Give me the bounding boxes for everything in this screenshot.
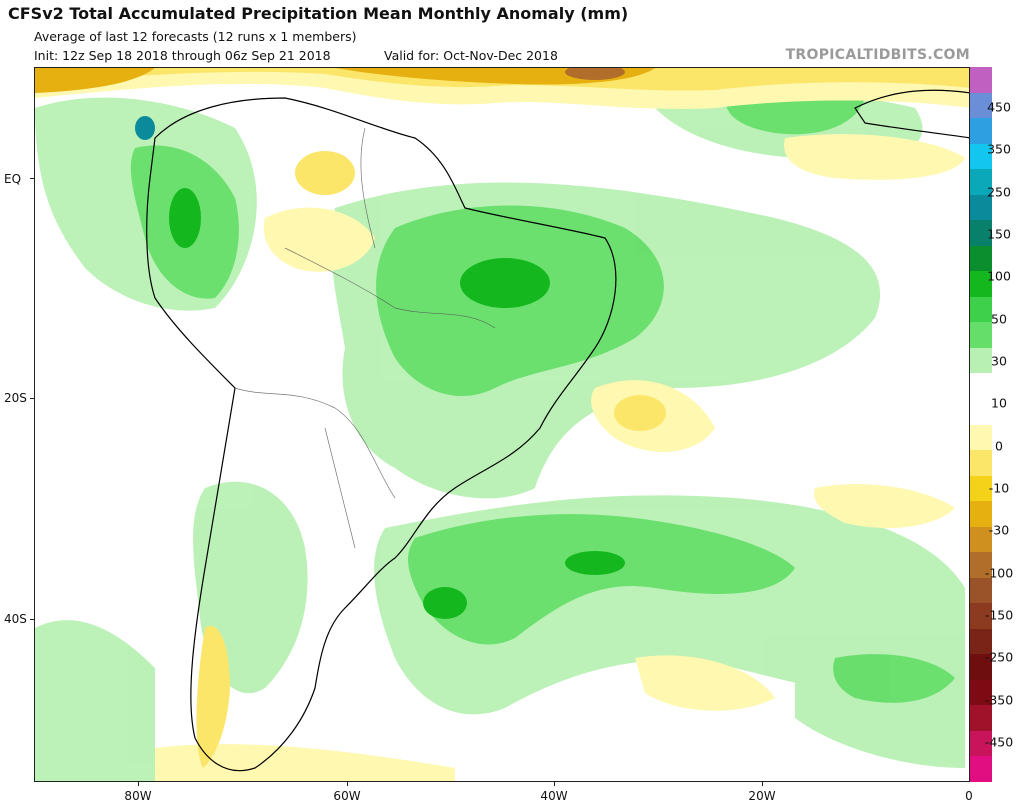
colorbar-label: 100	[987, 268, 1011, 284]
colorbar-label: 250	[987, 184, 1011, 200]
lon-label-20w: 20W	[748, 789, 776, 803]
lat-label-40s: 40S	[4, 612, 27, 626]
colorbar-label: 350	[987, 141, 1011, 157]
lon-label-40w: 40W	[540, 789, 568, 803]
lat-tick	[30, 619, 34, 620]
colorbar-swatch	[970, 628, 992, 655]
brand-watermark: TROPICALTIDBITS.COM	[785, 47, 970, 63]
colorbar-swatch	[970, 194, 992, 221]
colorbar-swatch	[970, 552, 992, 579]
colorbar-swatch	[970, 603, 992, 630]
lon-tick	[554, 782, 555, 786]
lon-label-60w: 60W	[333, 789, 361, 803]
wet-anomaly-strong	[169, 188, 625, 619]
colorbar-swatch	[970, 347, 992, 374]
lon-tick	[762, 782, 763, 786]
lat-label-20s: 20S	[4, 391, 27, 405]
colorbar-swatch	[970, 322, 992, 349]
colorbar-swatch	[970, 92, 992, 119]
valid-period-text: Valid for: Oct-Nov-Dec 2018	[384, 48, 558, 63]
colorbar-swatch	[970, 424, 992, 451]
lat-tick	[30, 398, 34, 399]
country-borders	[234, 127, 496, 549]
colorbar-swatch	[970, 118, 992, 145]
colorbar-label: -150	[984, 607, 1014, 623]
colorbar-swatch	[970, 501, 992, 528]
colorbar-swatch	[970, 730, 992, 757]
precipitation-anomaly-map	[34, 67, 970, 782]
colorbar-swatch	[970, 245, 992, 272]
colorbar-swatch	[970, 143, 992, 170]
colorbar-label: 450	[987, 99, 1011, 115]
colorbar-swatch	[970, 654, 992, 681]
colorbar-label: -100	[984, 565, 1014, 581]
colorbar-swatch	[970, 475, 992, 502]
chart-subtitle: Average of last 12 forecasts (12 runs x …	[34, 29, 357, 44]
colorbar-swatch	[970, 220, 992, 247]
colorbar-swatch	[970, 169, 992, 196]
chart-title: CFSv2 Total Accumulated Precipitation Me…	[8, 4, 629, 23]
colorbar-swatch	[970, 271, 992, 298]
colorbar-swatch	[970, 398, 992, 425]
wet-anomaly-teal	[135, 116, 155, 140]
colorbar-label: 150	[987, 226, 1011, 242]
lon-label-80w: 80W	[124, 789, 152, 803]
colorbar-label: 50	[991, 311, 1007, 327]
south-america-coastline	[146, 97, 617, 772]
colorbar-label: 30	[991, 353, 1007, 369]
colorbar-swatch	[970, 577, 992, 604]
colorbar-swatch	[970, 67, 992, 93]
colorbar-label: -350	[984, 692, 1014, 708]
colorbar-swatch	[970, 756, 992, 783]
dry-anomaly-core	[565, 68, 625, 80]
lat-label-eq: EQ	[4, 172, 22, 186]
colorbar-swatch	[970, 373, 992, 400]
colorbar-swatch	[970, 705, 992, 732]
colorbar-label: -10	[988, 480, 1010, 496]
colorbar-label: -250	[984, 649, 1014, 665]
colorbar	[970, 67, 992, 783]
colorbar-swatch	[970, 526, 992, 553]
lon-tick	[138, 782, 139, 786]
colorbar-label: 10	[991, 395, 1007, 411]
dry-anomaly-light	[35, 68, 969, 781]
africa-coastline	[854, 89, 969, 139]
lon-tick	[347, 782, 348, 786]
coastlines	[146, 89, 969, 772]
colorbar-swatch	[970, 296, 992, 323]
colorbar-label: -30	[988, 522, 1010, 538]
init-time-text: Init: 12z Sep 18 2018 through 06z Sep 21…	[34, 48, 331, 63]
lat-tick	[30, 178, 34, 179]
lon-label-0: 0	[965, 789, 973, 803]
colorbar-swatch	[970, 450, 992, 477]
colorbar-label: 0	[995, 438, 1003, 454]
colorbar-swatch	[970, 679, 992, 706]
colorbar-label: -450	[984, 734, 1014, 750]
